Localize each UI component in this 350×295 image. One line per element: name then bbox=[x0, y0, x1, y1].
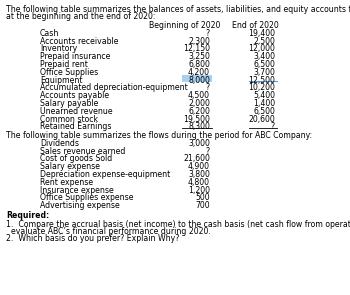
Text: 3,700: 3,700 bbox=[253, 68, 275, 77]
Text: Sales revenue earned: Sales revenue earned bbox=[40, 147, 125, 156]
Text: 8,000: 8,000 bbox=[188, 76, 210, 85]
Text: Salary payable: Salary payable bbox=[40, 99, 98, 108]
Text: 1,400: 1,400 bbox=[253, 99, 275, 108]
Text: Office Supplies: Office Supplies bbox=[40, 68, 98, 77]
Text: Unearned revenue: Unearned revenue bbox=[40, 107, 113, 116]
Text: 1.  Compare the accrual basis (net income) to the cash basis (net cash flow from: 1. Compare the accrual basis (net income… bbox=[6, 219, 350, 229]
Text: Insurance expense: Insurance expense bbox=[40, 186, 114, 195]
Text: 2,000: 2,000 bbox=[188, 99, 210, 108]
Text: Advertising expense: Advertising expense bbox=[40, 201, 120, 210]
Text: Accumulated depreciation-equipment: Accumulated depreciation-equipment bbox=[40, 83, 188, 92]
Text: 21,600: 21,600 bbox=[183, 155, 210, 163]
Text: Office Supplies expense: Office Supplies expense bbox=[40, 194, 133, 202]
Text: Prepaid rent: Prepaid rent bbox=[40, 60, 88, 69]
Text: 10,200: 10,200 bbox=[248, 83, 275, 92]
Text: evaluate ABC’s financial performance during 2020.: evaluate ABC’s financial performance dur… bbox=[11, 227, 211, 236]
Text: 2.  Which basis do you prefer? Explain Why?: 2. Which basis do you prefer? Explain Wh… bbox=[6, 235, 179, 243]
Text: Prepaid insurance: Prepaid insurance bbox=[40, 52, 110, 61]
Text: at the beginning and the end of 2020:: at the beginning and the end of 2020: bbox=[6, 12, 155, 22]
Text: Equipment: Equipment bbox=[40, 76, 83, 85]
Text: 6,200: 6,200 bbox=[188, 107, 210, 116]
Text: Inventory: Inventory bbox=[40, 44, 77, 53]
Text: Common stock: Common stock bbox=[40, 114, 98, 124]
Text: Accounts payable: Accounts payable bbox=[40, 91, 109, 100]
Text: 3,000: 3,000 bbox=[188, 139, 210, 148]
Text: Cost of goods Sold: Cost of goods Sold bbox=[40, 155, 112, 163]
Text: 700: 700 bbox=[195, 201, 210, 210]
Text: 3,250: 3,250 bbox=[188, 52, 210, 61]
Text: Beginning of 2020: Beginning of 2020 bbox=[149, 21, 221, 30]
Text: The following table summarizes the balances of assets, liabilities, and equity a: The following table summarizes the balan… bbox=[6, 5, 350, 14]
Text: 4,900: 4,900 bbox=[188, 162, 210, 171]
Bar bbox=[182, 75, 212, 82]
Text: 1,200: 1,200 bbox=[188, 186, 210, 195]
Text: 19,500: 19,500 bbox=[183, 114, 210, 124]
Text: Salary expense: Salary expense bbox=[40, 162, 100, 171]
Text: 5,400: 5,400 bbox=[253, 91, 275, 100]
Text: Retained Earnings: Retained Earnings bbox=[40, 122, 112, 131]
Text: 4,800: 4,800 bbox=[188, 178, 210, 187]
Text: 8,300: 8,300 bbox=[188, 122, 210, 131]
Text: 12,500: 12,500 bbox=[248, 76, 275, 85]
Text: 6,800: 6,800 bbox=[188, 60, 210, 69]
Text: 2,500: 2,500 bbox=[253, 37, 275, 46]
Text: 12,000: 12,000 bbox=[248, 44, 275, 53]
Text: Accounts receivable: Accounts receivable bbox=[40, 37, 119, 46]
Text: Dividends: Dividends bbox=[40, 139, 79, 148]
Text: Depreciation expense-equipment: Depreciation expense-equipment bbox=[40, 170, 170, 179]
Text: 20,600: 20,600 bbox=[248, 114, 275, 124]
Text: ?: ? bbox=[206, 147, 210, 156]
Text: The following table summarizes the flows during the period for ABC Company:: The following table summarizes the flows… bbox=[6, 131, 312, 140]
Text: 4,200: 4,200 bbox=[188, 68, 210, 77]
Text: Rent expense: Rent expense bbox=[40, 178, 93, 187]
Text: 3,800: 3,800 bbox=[188, 170, 210, 179]
Text: 500: 500 bbox=[195, 194, 210, 202]
Text: ?: ? bbox=[271, 122, 275, 131]
Text: End of 2020: End of 2020 bbox=[232, 21, 278, 30]
Text: 4,500: 4,500 bbox=[188, 91, 210, 100]
Text: ?: ? bbox=[206, 83, 210, 92]
Text: Required:: Required: bbox=[6, 212, 49, 220]
Text: 3,400: 3,400 bbox=[253, 52, 275, 61]
Text: 2,300: 2,300 bbox=[188, 37, 210, 46]
Text: ?: ? bbox=[206, 29, 210, 38]
Text: 6,500: 6,500 bbox=[253, 107, 275, 116]
Text: 12,150: 12,150 bbox=[183, 44, 210, 53]
Text: 6,500: 6,500 bbox=[253, 60, 275, 69]
Text: Cash: Cash bbox=[40, 29, 60, 38]
Text: 19,400: 19,400 bbox=[248, 29, 275, 38]
